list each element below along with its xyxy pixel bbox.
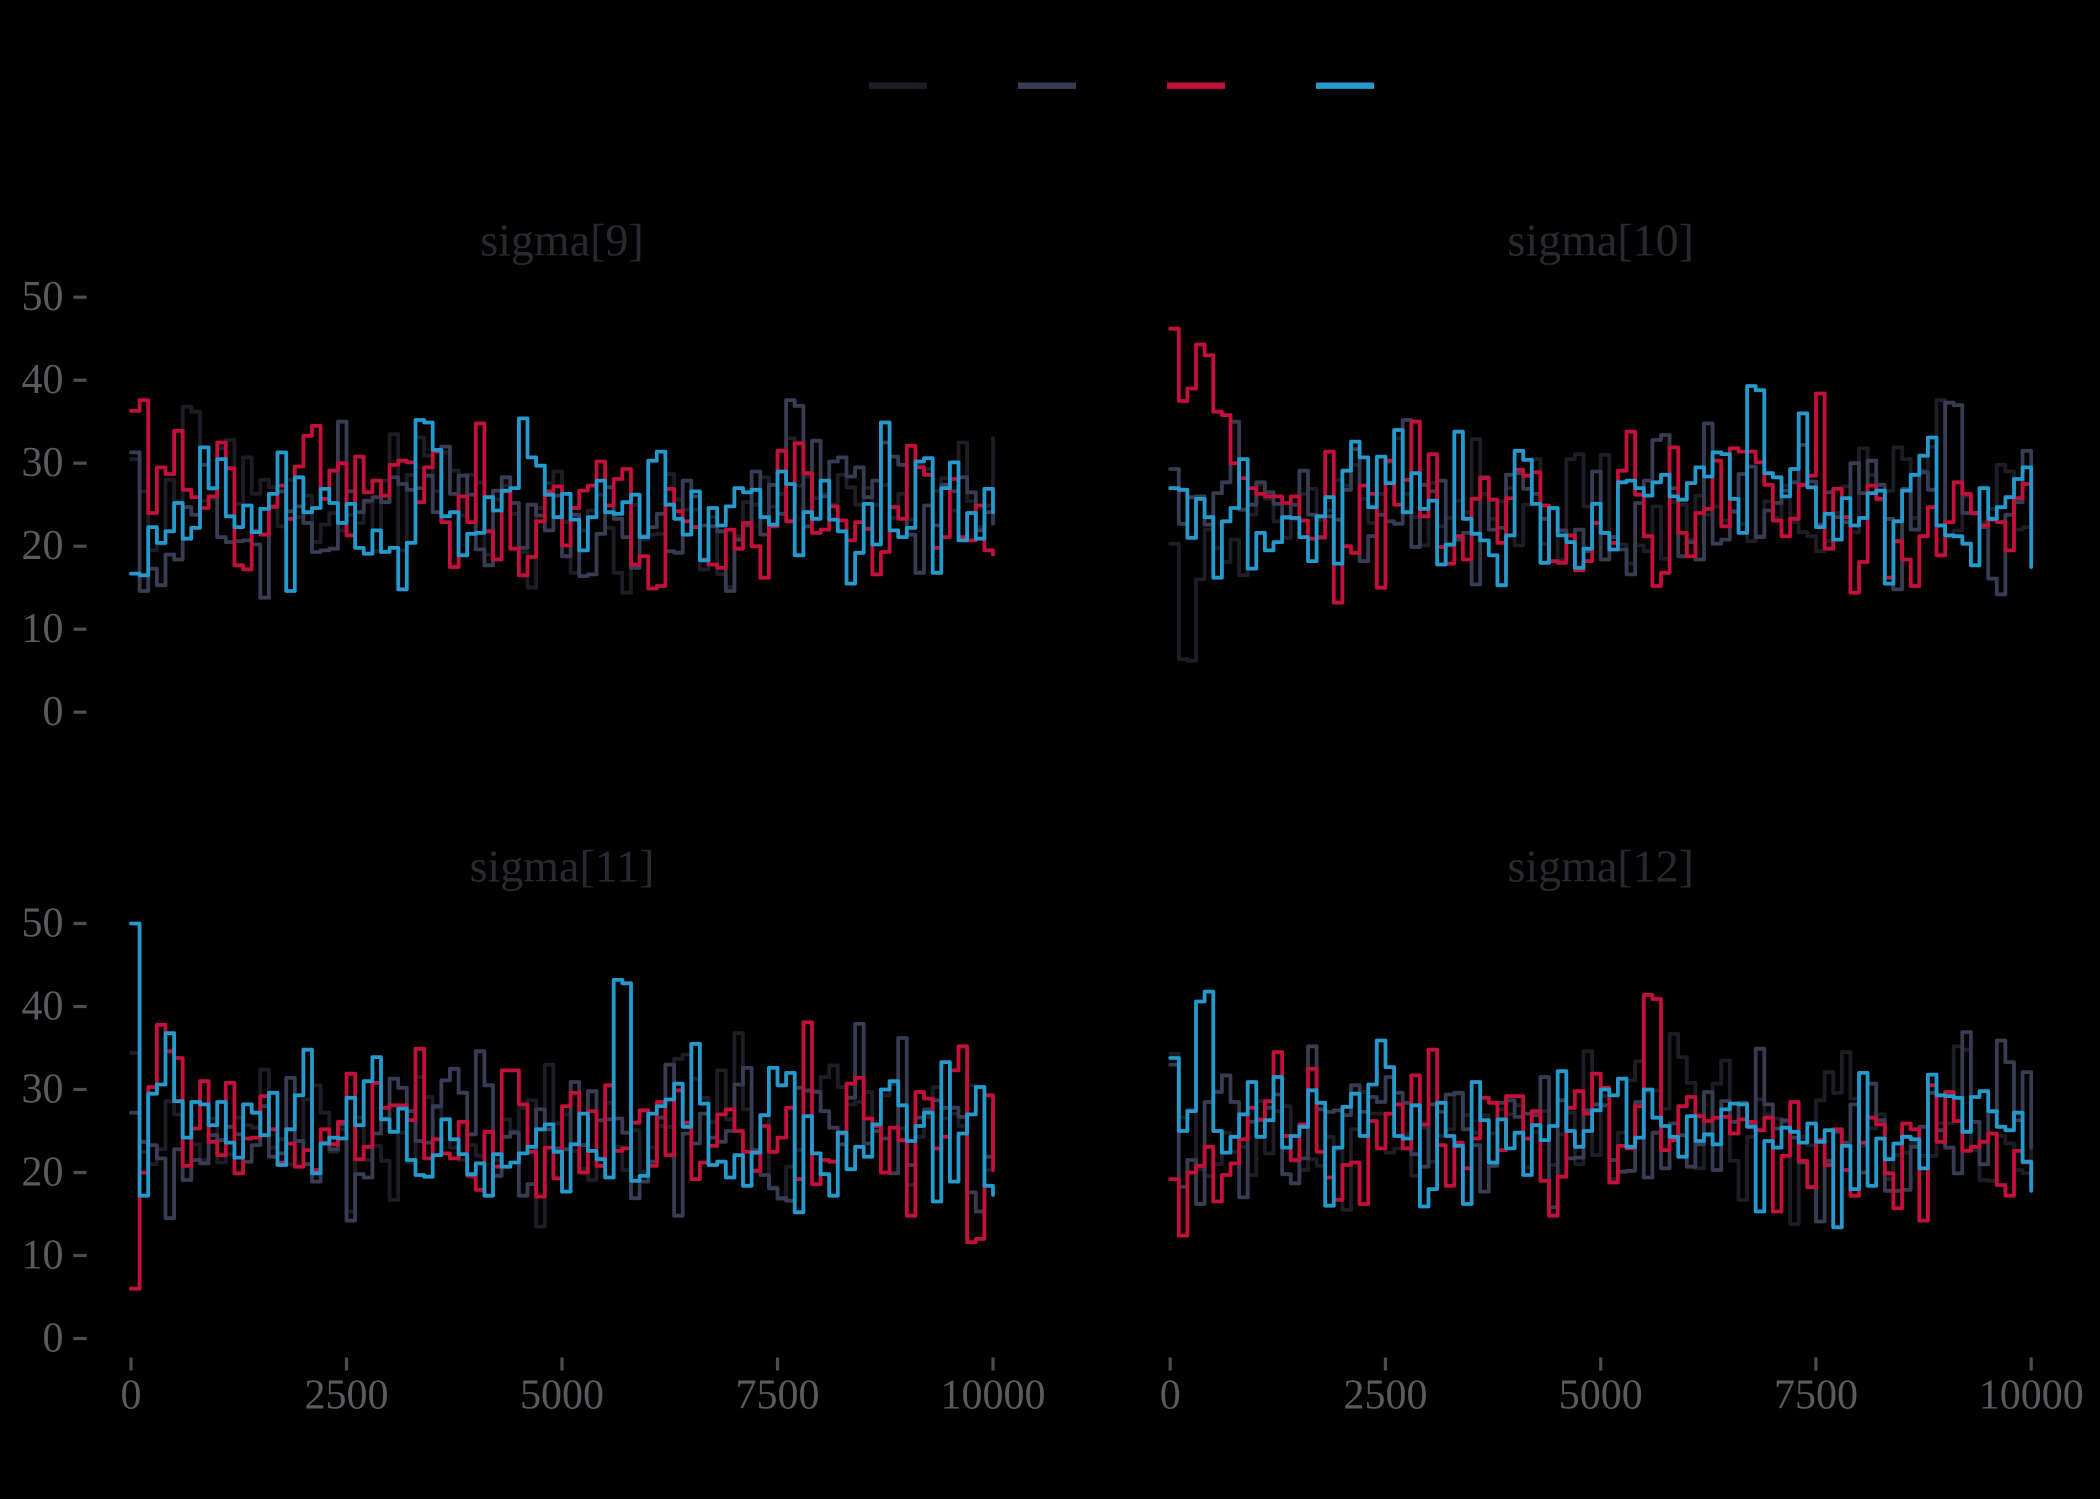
y-tick-label: 10	[22, 606, 64, 652]
trace-line-sigma[11]-chain-4	[129, 921, 995, 1215]
trace-line-sigma[10]-chain-4	[1168, 384, 2034, 588]
panel-sigma[9]	[129, 398, 995, 600]
y-tick-label: 40	[22, 357, 64, 403]
trace-line-sigma[12]-chain-4	[1168, 989, 2034, 1230]
y-tick-label: 20	[22, 1150, 64, 1196]
legend-key-chain-4	[1316, 82, 1374, 89]
y-tick-label: 30	[22, 1067, 64, 1113]
x-tick-label: 10000	[941, 1373, 1046, 1419]
y-tick-label: 30	[22, 440, 64, 486]
x-tick-label: 0	[121, 1373, 142, 1419]
trace-line-sigma[9]-chain-3	[129, 398, 995, 591]
y-tick-label: 0	[43, 1316, 64, 1362]
chain-legend: 1 2 3 4	[869, 64, 1417, 110]
y-tick-label: 10	[22, 1233, 64, 1279]
legend-key-chain-2	[1018, 82, 1076, 89]
panel-sigma[10]	[1168, 326, 2034, 663]
y-tick-label: 50	[22, 274, 64, 320]
legend-label-chain-1: 1	[949, 64, 970, 110]
facet-title-sigma[10]: sigma[10]	[1507, 214, 1694, 265]
legend-label-chain-2: 2	[1098, 64, 1119, 110]
panel-sigma[12]	[1168, 989, 2034, 1238]
x-tick-label: 2500	[305, 1373, 389, 1419]
facet-titles: sigma[9] sigma[10] sigma[11] sigma[12]	[470, 214, 1694, 891]
x-tick-label: 10000	[1979, 1373, 2084, 1419]
axes: 0 10 20 30 40 50 0 10 20 30 40 50 0 2500 5000 7500 10000…	[22, 274, 2084, 1418]
x-tick-label: 5000	[520, 1373, 604, 1419]
x-tick-label: 7500	[1774, 1373, 1858, 1419]
facet-panels	[129, 326, 2034, 1291]
facet-title-sigma[12]: sigma[12]	[1507, 841, 1694, 892]
y-tick-label: 40	[22, 984, 64, 1030]
facet-title-sigma[11]: sigma[11]	[470, 841, 655, 892]
y-tick-label: 0	[43, 689, 64, 735]
legend-key-chain-3	[1167, 82, 1225, 89]
trace-line-sigma[9]-chain-4	[129, 416, 995, 593]
y-tick-label: 20	[22, 523, 64, 569]
x-tick-label: 2500	[1343, 1373, 1427, 1419]
panel-sigma[11]	[129, 921, 995, 1291]
legend-label-chain-4: 4	[1396, 64, 1417, 110]
legend-label-chain-3: 3	[1247, 64, 1268, 110]
legend-key-chain-1	[869, 82, 927, 89]
facet-title-sigma[9]: sigma[9]	[480, 214, 644, 265]
trace-line-sigma[10]-chain-1	[1168, 398, 2034, 663]
x-tick-label: 5000	[1559, 1373, 1643, 1419]
x-tick-label: 7500	[736, 1373, 820, 1419]
x-tick-label: 0	[1160, 1373, 1181, 1419]
y-tick-label: 50	[22, 901, 64, 947]
